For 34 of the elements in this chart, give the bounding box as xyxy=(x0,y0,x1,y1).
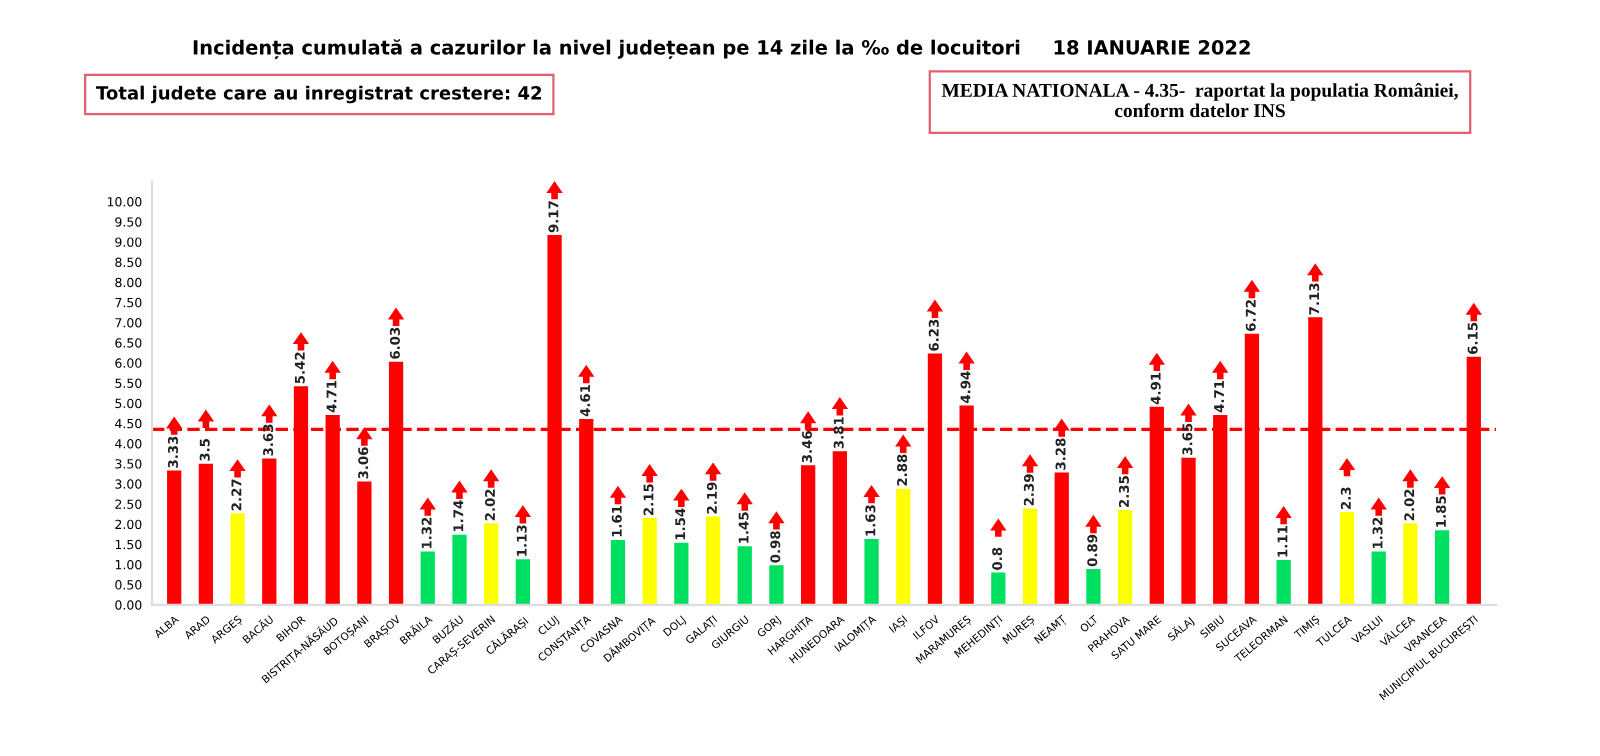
bar xyxy=(420,551,435,605)
bar xyxy=(864,539,879,605)
bar xyxy=(452,534,467,605)
bar xyxy=(1339,512,1355,605)
bar xyxy=(484,523,499,605)
bar xyxy=(1086,568,1101,605)
bar xyxy=(1434,530,1450,605)
bar xyxy=(198,463,214,605)
bar xyxy=(769,565,784,605)
bar xyxy=(230,513,245,605)
bar xyxy=(991,572,1006,605)
bar xyxy=(1054,472,1069,605)
bar xyxy=(1371,551,1386,605)
bar xyxy=(705,516,721,605)
bar xyxy=(896,488,911,605)
bar xyxy=(515,559,530,605)
bar xyxy=(801,465,816,605)
bar xyxy=(262,458,277,605)
bar xyxy=(1118,510,1133,605)
bar xyxy=(642,518,657,605)
bar xyxy=(167,470,182,605)
bar xyxy=(610,539,626,605)
bar xyxy=(737,546,752,605)
text: MEDIA NATIONALA - 4.35- raportat la populatia României, conform datelor INS xyxy=(941,82,1458,118)
text: Total judete care au inregistrat crestere: 42 xyxy=(96,85,542,104)
bar xyxy=(1181,457,1196,605)
bar xyxy=(1022,508,1038,605)
chart-subtitle: 18 IANUARIE 2022 xyxy=(1054,40,1250,55)
bar xyxy=(832,451,847,605)
bar xyxy=(357,481,372,605)
bar xyxy=(674,542,689,605)
chart-title: Incidența cumulată a cazurilor la nivel județean pe 14 zile la ‰ de locuitori xyxy=(193,39,1020,60)
bar xyxy=(1276,560,1291,605)
bar xyxy=(1403,523,1418,605)
